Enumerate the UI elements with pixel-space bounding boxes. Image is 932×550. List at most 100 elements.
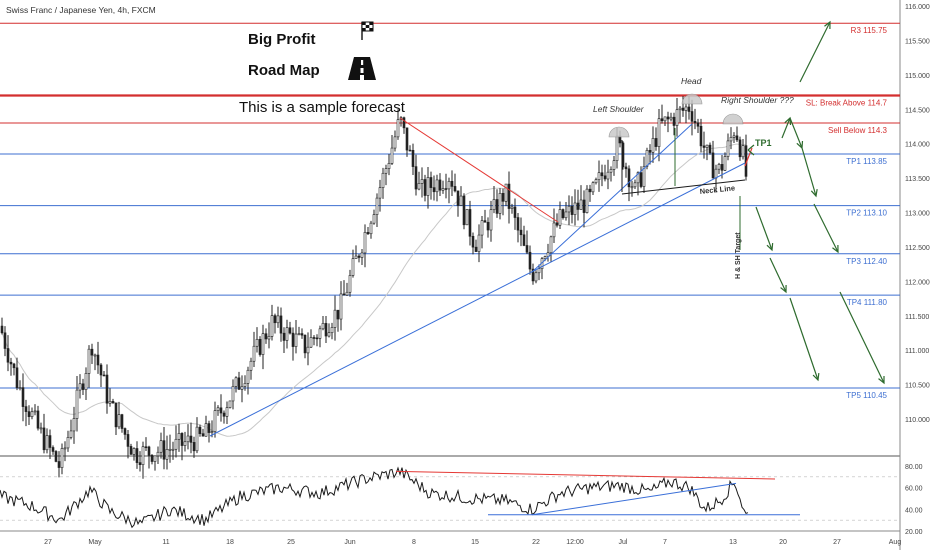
candle-body	[498, 192, 502, 214]
candle-body	[651, 138, 655, 153]
candle-body	[528, 251, 532, 270]
candle-body	[348, 275, 352, 293]
price-tick: 112.500	[905, 245, 930, 252]
candle-body	[495, 199, 499, 214]
candle-body	[576, 202, 580, 210]
price-tick: 110.000	[905, 417, 930, 424]
candle-body	[663, 116, 667, 122]
candle-body	[306, 346, 310, 354]
candle-body	[297, 333, 301, 335]
candle-body	[9, 361, 13, 365]
time-tick: 8	[412, 539, 416, 546]
candle-body	[492, 199, 496, 211]
candle-body	[252, 345, 256, 362]
candle-body	[732, 135, 736, 138]
level-label: SL: Break Above 114.7	[806, 98, 888, 107]
arrow-head	[812, 372, 820, 382]
candle-body	[657, 118, 661, 147]
candle-body	[666, 116, 670, 120]
candle-body	[708, 144, 712, 154]
candle-body	[216, 407, 220, 411]
time-tick: Jul	[619, 539, 628, 546]
candle-body	[378, 187, 382, 199]
price-tick: 111.500	[905, 314, 929, 321]
candle-body	[606, 171, 610, 180]
candle-body	[342, 293, 346, 296]
candle-body	[387, 163, 391, 169]
candle-body	[510, 206, 514, 209]
candle-body	[531, 268, 535, 282]
candle-body	[291, 332, 295, 347]
candle-body	[696, 122, 700, 127]
candle-body	[72, 418, 76, 432]
price-axis: 116.000 115.500 115.000 114.500 114.000 113.5…	[905, 4, 930, 536]
neck-line	[621, 179, 746, 195]
candle-body	[375, 197, 379, 215]
candle-body	[3, 332, 7, 349]
candle-body	[234, 377, 238, 387]
candle-body	[318, 328, 322, 339]
candle-body	[114, 402, 118, 428]
candle-body	[552, 222, 556, 238]
candle-body	[603, 175, 607, 180]
candle-body	[339, 293, 343, 320]
forecast-arrows	[755, 20, 885, 385]
time-tick: 12:00	[566, 539, 584, 546]
level-label: TP1 113.85	[846, 157, 887, 166]
candle-body	[57, 461, 61, 468]
candle-body	[480, 220, 484, 236]
candle-body	[702, 145, 706, 148]
candle-body	[222, 412, 226, 417]
candle-body	[501, 192, 505, 202]
candle-body	[93, 354, 97, 357]
candle-body	[270, 315, 274, 337]
candle-body	[231, 386, 235, 402]
candle-body	[354, 255, 358, 259]
candle-body	[633, 182, 637, 188]
right-shoulder-cap	[722, 113, 744, 125]
candle-body	[366, 232, 370, 235]
candle-body	[393, 136, 397, 149]
candle-body	[147, 446, 151, 456]
major-uptrend-line	[209, 162, 746, 437]
time-axis: 27 May 11 18 25 Jun 8 15 22 12:00 Jul 7 13 20 27 Aug	[44, 539, 901, 546]
candle-body	[579, 199, 583, 210]
candle-body	[687, 106, 691, 112]
time-tick: 15	[471, 539, 479, 546]
time-tick: 11	[162, 539, 169, 546]
candle-body	[162, 440, 166, 460]
candle-body	[465, 209, 469, 226]
checkered-flag-icon	[361, 21, 374, 40]
forecast-arrow-up	[799, 21, 831, 83]
candle-body	[276, 315, 280, 324]
candle-body	[141, 446, 145, 465]
candle-body	[243, 383, 247, 387]
rsi-trend	[531, 482, 737, 516]
candle-body	[627, 168, 631, 188]
price-tick: 113.000	[905, 211, 930, 218]
candle-body	[294, 333, 298, 347]
candle-body	[117, 414, 121, 428]
candle-body	[423, 179, 427, 196]
candle-body	[159, 440, 163, 453]
candle-body	[669, 116, 673, 120]
head-label: Head	[681, 76, 702, 86]
candle-body	[390, 147, 394, 164]
right-shoulder-label: Right Shoulder ???	[721, 95, 794, 105]
candle-body	[648, 150, 652, 153]
rsi-pane	[0, 466, 900, 529]
candle-body	[177, 433, 181, 440]
candle-body	[18, 387, 22, 389]
candle-body	[477, 234, 481, 252]
sample-forecast-label: This is a sample forecast	[239, 99, 406, 116]
candle-body	[432, 187, 436, 193]
road-icon	[348, 57, 376, 80]
candle-body	[75, 389, 79, 419]
forecast-arrow	[769, 257, 787, 293]
candle-body	[384, 168, 388, 174]
candle-body	[408, 149, 412, 152]
candle-body	[450, 180, 454, 187]
candle-body	[195, 426, 199, 452]
candle-body	[48, 435, 52, 448]
